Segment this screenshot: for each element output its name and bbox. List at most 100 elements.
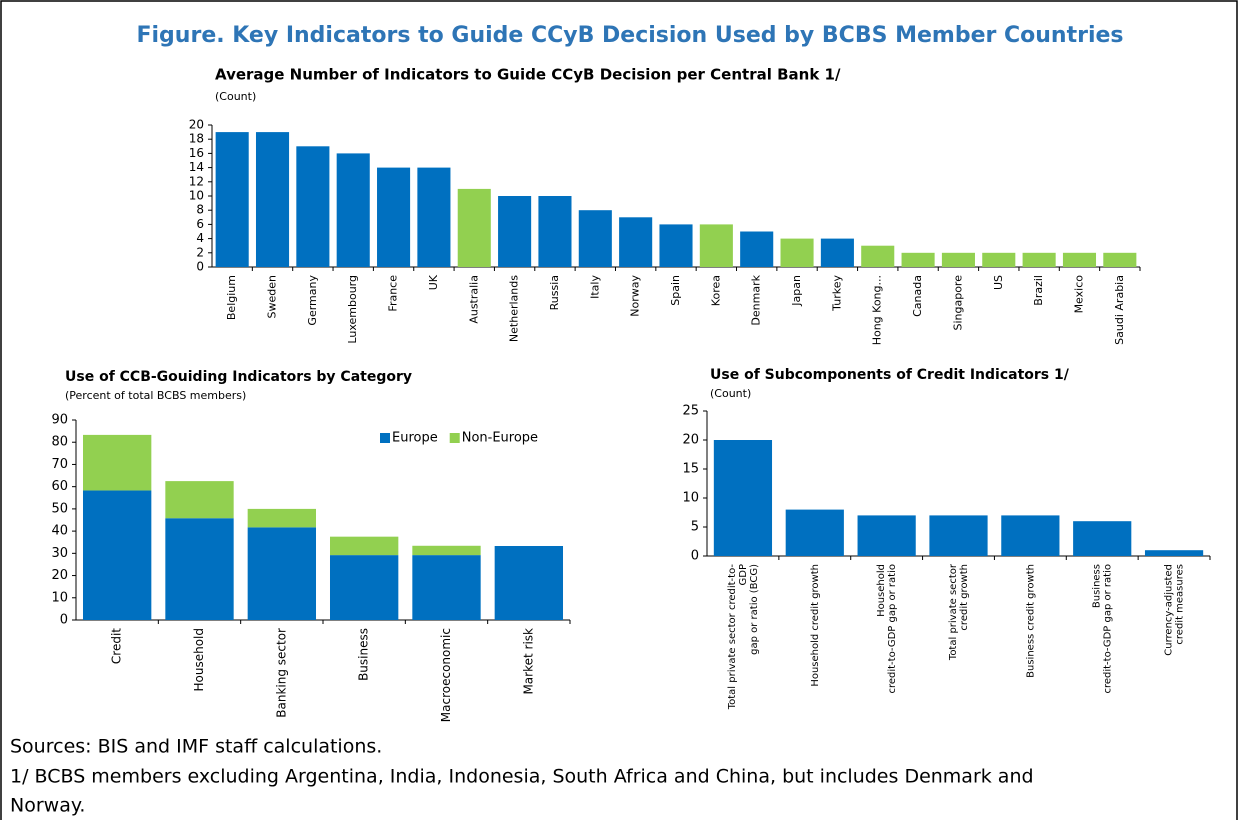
y-tick-label: 30 [51, 546, 68, 561]
bar [255, 132, 290, 267]
bar [1001, 515, 1060, 556]
bar [498, 196, 532, 267]
bar [929, 515, 988, 556]
y-tick-label: 25 [682, 404, 699, 419]
legend-label: Europe [392, 431, 438, 446]
x-tick-label: Banking sector [274, 628, 288, 718]
y-tick-label: 20 [51, 568, 68, 583]
x-tick-label: Brazil [1032, 275, 1045, 306]
x-tick-label: Korea [709, 275, 722, 306]
bar [820, 238, 854, 267]
y-tick-label: 4 [196, 231, 204, 245]
x-tick-label: credit-to-GDP gap or ratio [1103, 564, 1114, 694]
chart-subtitle: (Percent of total BCBS members) [65, 389, 246, 402]
y-tick-label: 0 [691, 549, 699, 564]
x-tick-label: UK [427, 274, 440, 290]
x-tick-label: gap or ratio (BCG) [749, 564, 760, 655]
x-tick-label: Sweden [266, 275, 279, 318]
chart-title: Average Number of Indicators to Guide CC… [215, 66, 841, 84]
chart-title: Use of Subcomponents of Credit Indicator… [710, 367, 1070, 383]
x-tick-label: US [992, 275, 1005, 290]
y-tick-label: 6 [196, 217, 204, 231]
bar [336, 153, 370, 267]
bar [1022, 252, 1056, 267]
x-tick-label: Russia [548, 275, 561, 310]
y-tick-label: 18 [189, 132, 204, 146]
bar [377, 167, 411, 267]
x-tick-label: Japan [790, 275, 803, 307]
bar [740, 231, 774, 267]
bar [538, 196, 572, 267]
x-tick-label: credit growth [959, 564, 970, 631]
figure-title: Figure. Key Indicators to Guide CCyB Dec… [136, 23, 1123, 48]
bar [713, 440, 773, 556]
bar [457, 188, 491, 267]
bar [659, 224, 693, 267]
x-tick-label: Business [1092, 564, 1103, 608]
y-tick-label: 15 [682, 462, 699, 477]
legend-label: Non-Europe [462, 431, 538, 446]
bar [417, 167, 451, 267]
y-tick-label: 10 [189, 189, 204, 203]
x-tick-label: Turkey [830, 275, 843, 312]
x-tick-label: Spain [669, 275, 682, 306]
y-tick-label: 20 [682, 433, 699, 448]
x-tick-label: France [387, 275, 400, 312]
chart-title: Use of CCB-Gouiding Indicators by Catego… [65, 369, 412, 385]
bar-segment [412, 555, 481, 620]
x-tick-label: Currency-adjusted [1164, 564, 1175, 656]
y-tick-label: 50 [51, 501, 68, 516]
x-tick-label: Total private sector [948, 563, 959, 661]
x-tick-label: Singapore [951, 275, 964, 331]
x-tick-label: Italy [588, 275, 601, 299]
x-tick-label: Hong Kong... [871, 275, 884, 345]
y-tick-label: 0 [196, 260, 204, 274]
y-tick-label: 12 [189, 174, 204, 188]
y-tick-label: 2 [196, 245, 204, 259]
legend-swatch [449, 433, 460, 443]
bar-segment [247, 527, 317, 620]
x-tick-label: Household [876, 564, 887, 617]
x-tick-label: Luxembourg [346, 275, 359, 344]
x-tick-label: Total private sector credit-to- [727, 564, 738, 711]
y-tick-label: 70 [51, 457, 68, 472]
bar [1103, 252, 1137, 267]
y-tick-label: 16 [189, 146, 204, 160]
y-tick-label: 10 [51, 590, 68, 605]
chart-subtitle: (Count) [710, 387, 751, 400]
x-tick-label: Australia [467, 275, 480, 324]
bar [1073, 521, 1132, 556]
bar-segment [82, 434, 152, 491]
bar-segment [165, 481, 234, 519]
bar [619, 217, 653, 267]
legend-swatch [380, 433, 390, 443]
note: Norway. [10, 795, 85, 817]
bar [578, 210, 612, 267]
bar [699, 224, 733, 267]
bar [1062, 252, 1097, 267]
bar [861, 245, 895, 267]
y-tick-label: 90 [51, 413, 68, 428]
note: 1/ BCBS members excluding Argentina, Ind… [10, 766, 1034, 788]
x-tick-label: credit-to-GDP gap or ratio [887, 564, 898, 694]
bar-segment [165, 518, 234, 620]
x-tick-label: Germany [306, 275, 319, 326]
bar-segment [412, 545, 481, 556]
y-tick-label: 0 [60, 613, 68, 628]
x-tick-label: Mexico [1072, 275, 1085, 314]
chart-subtitle: (Count) [215, 90, 256, 103]
x-tick-label: Business [357, 628, 371, 681]
x-tick-label: GDP [738, 564, 749, 585]
note: Sources: BIS and IMF staff calculations. [10, 736, 382, 758]
x-tick-label: Denmark [750, 274, 763, 325]
bar [780, 238, 814, 267]
x-tick-label: Netherlands [508, 275, 521, 342]
y-tick-label: 5 [691, 520, 699, 535]
bar-segment [329, 555, 399, 620]
bar-segment [329, 536, 399, 556]
x-tick-label: Saudi Arabia [1113, 275, 1126, 345]
bar [857, 515, 916, 556]
x-tick-label: Business credit growth [1025, 564, 1036, 678]
